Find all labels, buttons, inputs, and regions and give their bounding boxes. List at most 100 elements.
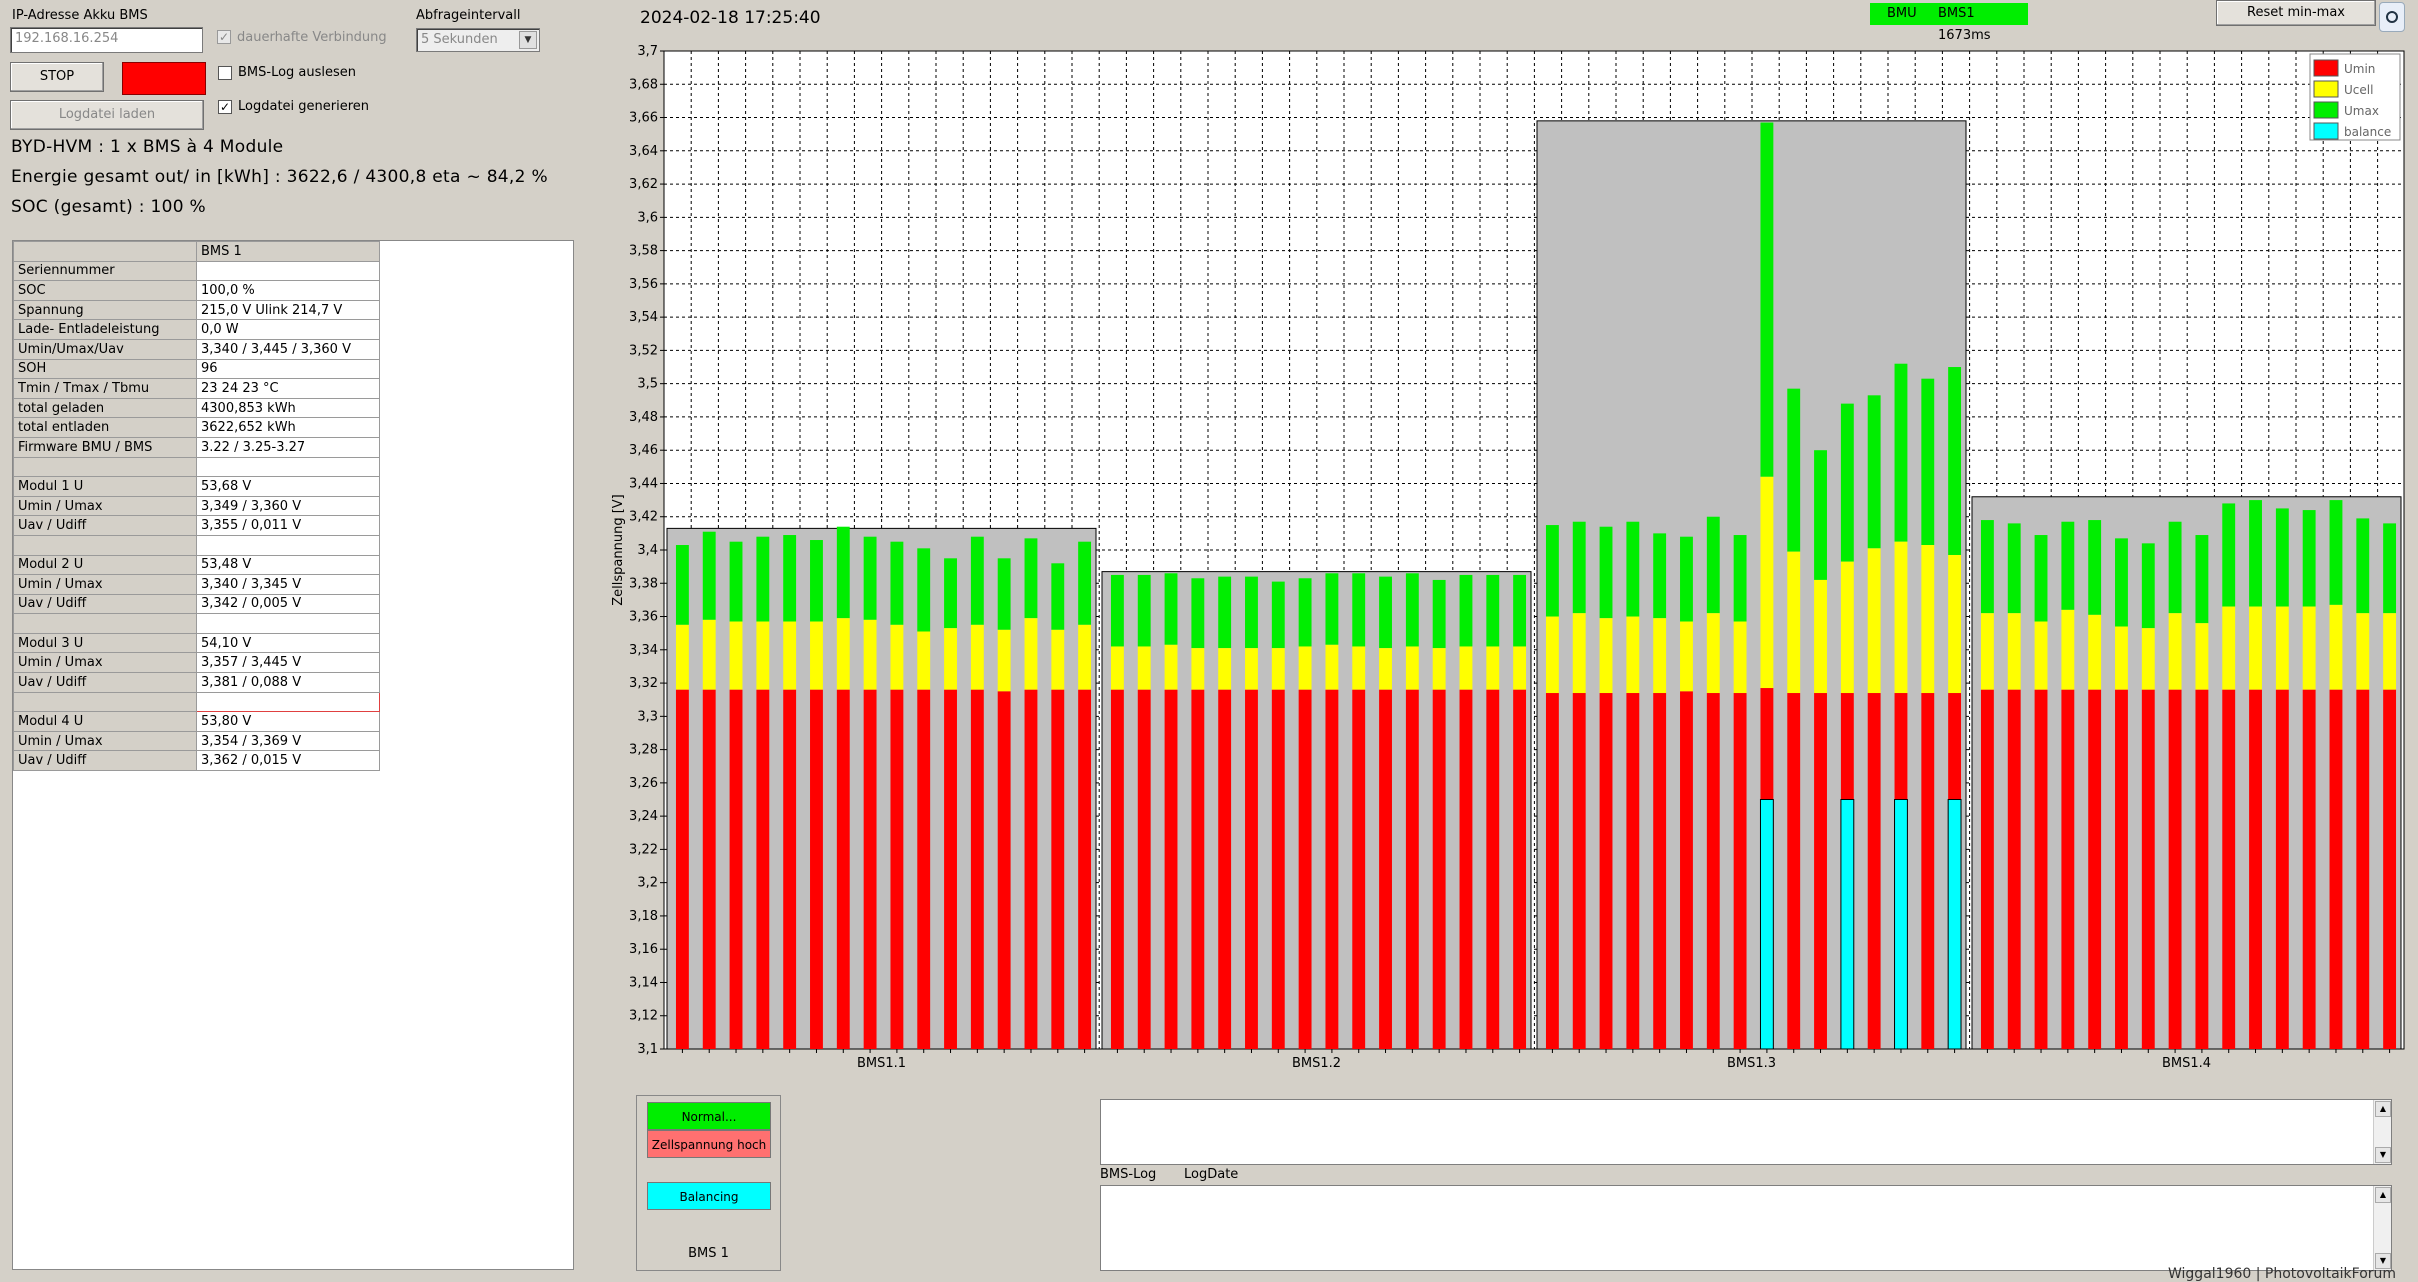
bar-umax [1787,388,1801,552]
table-row: Modul 2 U 53,48 V [13,554,380,576]
bar-umax [1245,576,1258,649]
load-logfile-button[interactable]: Logdatei laden [10,100,204,130]
bar-umax [2168,521,2182,614]
table-row: Uav / Udiff 3,381 / 0,088 V [13,672,380,693]
bar-umax [2061,521,2075,610]
bar-umax [1680,536,1693,622]
bar-ucell [1921,545,1935,694]
bms-log-scrollbar[interactable]: ▲ ▼ [2373,1186,2391,1270]
tick-label-y: 3,16 [629,942,658,957]
bar-umin [1572,693,1586,1049]
row-key: Modul 1 U [13,476,197,497]
row-value: 53,68 V [196,476,380,497]
log-output-pane[interactable]: ▲ ▼ [1100,1099,2392,1165]
table-row: Lade- Entladeleistung 0,0 W [13,319,380,340]
stop-button[interactable]: STOP [10,62,104,92]
legend-swatch [2313,59,2339,77]
tick-label-y: 3,14 [629,975,658,990]
bar-ucell [2007,613,2021,690]
bms-status-label: BMS1 1673ms [1938,6,1991,43]
bms-log-pane[interactable]: ▲ ▼ [1100,1185,2392,1271]
persistent-checkbox[interactable]: ✓ [217,30,231,44]
row-key: Modul 3 U [13,632,197,654]
ip-input[interactable]: 192.168.16.254 [10,27,203,53]
info-energy: Energie gesamt out/ in [kWh] : 3622,6 / … [11,167,548,187]
bar-ucell [890,624,904,690]
bar-umin [1706,693,1720,1049]
bar-ucell [729,621,743,690]
tick-label-y: 3,3 [637,709,658,724]
bar-ucell [675,624,689,690]
bar-ucell [2088,614,2102,690]
bar-ucell [1545,616,1559,694]
bar-ucell [1110,646,1124,690]
row-value: 3,349 / 3,360 V [196,495,380,517]
bar-ucell [1653,618,1667,694]
bar-umin [1164,689,1178,1049]
scroll-down-icon[interactable]: ▼ [2375,1147,2391,1163]
tick-label-y: 3,28 [629,743,658,758]
row-value [196,534,380,556]
table-row: Spannung 215,0 V Ulink 214,7 V [13,299,380,321]
bar-ucell [2061,609,2075,690]
tick-label-y: 3,6 [637,210,658,225]
tick-label-y: 3,58 [629,244,658,259]
bar-umax [2329,500,2343,605]
reset-min-max-button[interactable]: Reset min-max [2216,0,2376,26]
bmslog-checkbox[interactable] [218,66,232,80]
bar-umin [2007,689,2021,1049]
log-output-scrollbar[interactable]: ▲ ▼ [2373,1100,2391,1164]
row-value: 215,0 V Ulink 214,7 V [196,299,380,321]
table-row [13,456,380,478]
bar-umax [1894,363,1908,542]
scroll-up-icon[interactable]: ▲ [2375,1187,2391,1203]
bar-ucell [970,624,984,690]
row-value: 3,354 / 3,369 V [196,730,380,752]
tick-label-y: 3,56 [629,277,658,292]
bar-umin [1298,689,1312,1049]
table-row: Uav / Udiff 3,362 / 0,015 V [13,750,380,772]
bar-umin [1733,693,1747,1049]
bar-ucell [1894,541,1908,694]
row-key: Firmware BMU / BMS [13,436,197,458]
row-value: 3622,652 kWh [196,417,380,438]
bar-umin [1110,689,1124,1049]
tick-label-y: 3,42 [629,510,658,525]
table-row: Umin / Umax 3,349 / 3,360 V [13,495,380,517]
bar-umax [1626,521,1640,617]
table-row: total geladen 4300,853 kWh [13,397,380,419]
bar-ucell [1379,648,1392,690]
screenshot-icon[interactable] [2379,2,2405,32]
scroll-up-icon[interactable]: ▲ [2375,1101,2391,1117]
bms-legend-label: BMS 1 [688,1246,729,1261]
chevron-down-icon: ▼ [519,31,537,49]
table-row: Modul 1 U 53,68 V [13,476,380,497]
tick-label-y: 3,5 [637,377,658,392]
row-value: 3,342 / 0,005 V [196,593,380,615]
bar-umax [1545,525,1559,617]
bar-umax [1867,395,1881,549]
bar-umax [1024,538,1038,619]
tick-label-y: 3,46 [629,443,658,458]
logfile-gen-checkbox[interactable]: ✓ [218,100,232,114]
bar-umax [836,526,850,619]
bar-umin [756,689,770,1049]
bms-legend-panel: Normal... Zellspannung hoch Balancing BM… [636,1095,781,1271]
row-value: 3,340 / 3,445 / 3,360 V [196,338,380,360]
table-row: Modul 4 U 53,80 V [13,711,380,732]
bar-umin [675,689,689,1049]
bar-umax [1218,576,1232,649]
legend-label: Umax [2344,104,2379,118]
row-key: total geladen [13,397,197,419]
interval-value: 5 Sekunden [421,32,498,47]
bar-ucell [1078,624,1092,690]
tick-label-y: 3,54 [629,310,658,325]
bar-umin [1432,689,1446,1049]
bar-ucell [702,619,716,690]
scroll-down-icon[interactable]: ▼ [2375,1253,2391,1269]
bar-umin [702,689,716,1049]
bar-umin [1405,689,1419,1049]
bar-umax [890,541,904,625]
bar-ucell [863,619,877,690]
interval-select[interactable]: 5 Sekunden ▼ [416,28,540,52]
